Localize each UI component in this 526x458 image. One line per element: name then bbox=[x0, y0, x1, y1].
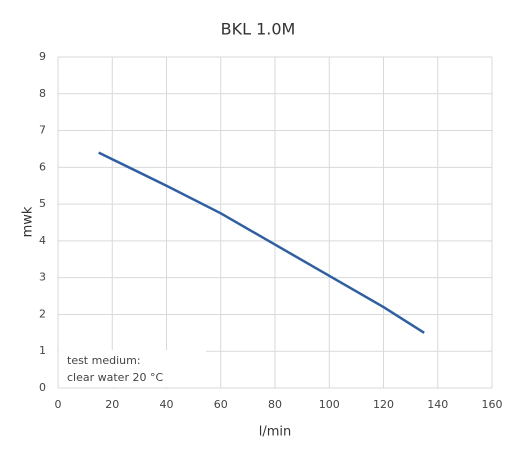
x-tick-label: 140 bbox=[427, 398, 448, 411]
x-tick-label: 160 bbox=[482, 398, 503, 411]
x-tick-label: 100 bbox=[319, 398, 340, 411]
y-tick-label: 2 bbox=[39, 307, 46, 320]
x-tick-label: 0 bbox=[55, 398, 62, 411]
x-tick-label: 120 bbox=[373, 398, 394, 411]
annotation: test medium: bbox=[67, 354, 141, 367]
x-axis-label: l/min bbox=[259, 425, 292, 440]
data-line bbox=[98, 151, 425, 334]
annotation: clear water 20 °C bbox=[67, 371, 163, 384]
y-tick-label: 6 bbox=[39, 160, 46, 173]
chart-title: BKL 1.0M bbox=[221, 20, 296, 39]
y-tick-label: 3 bbox=[39, 271, 46, 284]
x-tick-label: 60 bbox=[214, 398, 228, 411]
y-tick-label: 5 bbox=[39, 197, 46, 210]
y-tick-label: 9 bbox=[39, 50, 46, 63]
x-tick-label: 80 bbox=[268, 398, 282, 411]
y-tick-label: 1 bbox=[39, 344, 46, 357]
y-tick-label: 8 bbox=[39, 87, 46, 100]
y-axis-label: mwk bbox=[21, 206, 36, 237]
annotation-box bbox=[59, 350, 206, 387]
x-tick-label: 20 bbox=[105, 398, 119, 411]
y-tick-label: 4 bbox=[39, 234, 46, 247]
y-tick-label: 0 bbox=[39, 381, 46, 394]
x-tick-label: 40 bbox=[160, 398, 174, 411]
y-tick-label: 7 bbox=[39, 124, 46, 137]
